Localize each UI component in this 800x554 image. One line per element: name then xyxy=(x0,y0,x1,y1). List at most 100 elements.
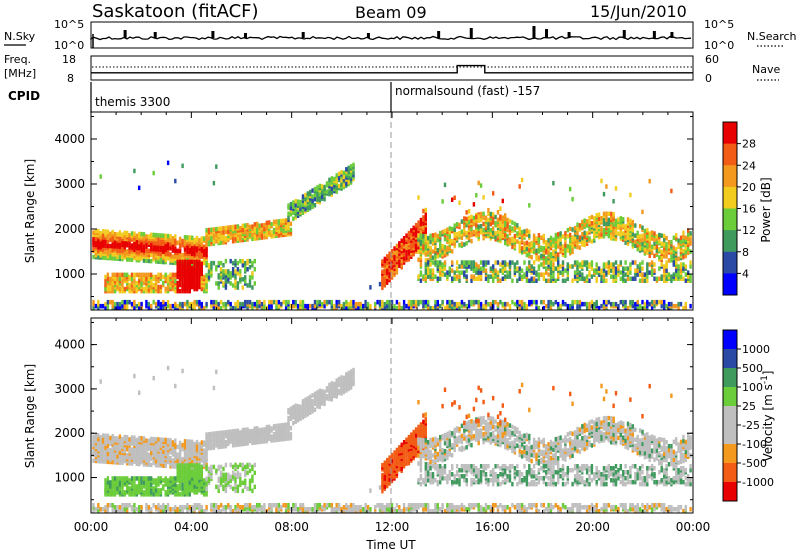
freq-panel-frame xyxy=(90,55,694,81)
power-cell xyxy=(123,272,126,278)
power-cell xyxy=(494,299,497,305)
power-cell xyxy=(390,271,394,276)
power-cell xyxy=(236,271,240,276)
power-cell xyxy=(530,299,533,305)
power-cell xyxy=(523,305,526,311)
power-cell xyxy=(422,208,425,214)
power-cell xyxy=(573,299,577,305)
velocity-cell xyxy=(205,464,208,470)
velocity-cell xyxy=(166,478,170,483)
velocity-cell xyxy=(181,463,184,468)
velocity-cell xyxy=(135,437,138,443)
velocity-cell xyxy=(154,505,158,510)
power-cell xyxy=(236,281,240,286)
power-cell xyxy=(424,212,427,218)
velocity-cell xyxy=(178,463,182,468)
power-cell xyxy=(467,233,471,239)
power-cell xyxy=(564,249,567,254)
power-cell xyxy=(104,282,107,288)
power-cell xyxy=(325,181,329,186)
power-cell xyxy=(549,278,553,283)
power-cell xyxy=(479,274,483,279)
colorbar-swatch xyxy=(723,143,737,166)
power-cell xyxy=(535,278,538,283)
power-cell xyxy=(569,232,572,238)
power-cell xyxy=(566,227,569,233)
power-cell xyxy=(610,236,613,241)
power-cell xyxy=(520,305,524,311)
power-cell xyxy=(349,164,353,169)
velocity-cell xyxy=(162,484,165,489)
power-cell xyxy=(506,217,509,223)
power-cell xyxy=(212,299,216,305)
date-label: 15/Jun/2010 xyxy=(590,2,687,21)
power-cell xyxy=(453,276,456,281)
power-cell xyxy=(92,230,95,235)
power-cell xyxy=(256,221,259,227)
power-cell xyxy=(398,259,401,264)
velocity-cell xyxy=(111,507,114,512)
power-cell xyxy=(212,233,216,238)
power-cell xyxy=(460,264,464,269)
power-cell xyxy=(576,299,579,305)
power-cell xyxy=(489,266,492,271)
power-cell xyxy=(501,198,504,204)
power-cell xyxy=(191,245,194,251)
power-cell xyxy=(559,249,562,254)
velocity-cell xyxy=(166,365,170,371)
power-cell xyxy=(174,260,177,266)
power-cell xyxy=(634,301,637,307)
power-cell xyxy=(641,266,644,271)
power-cell xyxy=(135,303,138,309)
power-cell xyxy=(193,280,196,286)
power-cell xyxy=(554,299,557,305)
power-cell xyxy=(492,220,495,225)
power-cell xyxy=(277,219,281,224)
power-cell xyxy=(679,268,683,273)
power-cell xyxy=(663,237,666,243)
power-cell xyxy=(374,301,377,307)
velocity-cell xyxy=(169,456,172,461)
power-cell xyxy=(145,252,148,257)
power-cell xyxy=(405,255,408,261)
power-cell xyxy=(607,260,610,265)
power-cell xyxy=(118,254,122,260)
power-cell xyxy=(154,259,158,264)
velocity-cell xyxy=(106,447,110,453)
power-cell xyxy=(588,278,591,283)
power-cell xyxy=(687,232,690,237)
power-cell xyxy=(499,230,502,236)
power-cell xyxy=(492,216,495,221)
power-cell xyxy=(118,230,122,235)
power-cell xyxy=(195,276,199,282)
power-cell xyxy=(479,224,483,229)
power-cell xyxy=(684,272,687,277)
power-cell xyxy=(203,305,206,311)
power-cell xyxy=(287,225,290,231)
velocity-cell xyxy=(183,463,187,468)
power-cell xyxy=(248,275,252,280)
velocity-cell xyxy=(135,453,138,459)
power-cell xyxy=(499,215,502,221)
power-cell xyxy=(504,216,507,221)
power-cell xyxy=(602,191,606,197)
power-cell xyxy=(682,238,685,244)
power-cell xyxy=(655,248,659,253)
power-cell xyxy=(648,253,651,258)
power-cell xyxy=(453,305,456,311)
freq-label-line1: Freq. xyxy=(4,53,31,66)
power-cell xyxy=(222,269,225,274)
power-cell xyxy=(667,240,671,245)
power-cell xyxy=(619,260,622,265)
power-cell xyxy=(631,242,634,247)
power-cell xyxy=(684,245,687,251)
velocity-cell xyxy=(215,468,218,474)
velocity-cell xyxy=(219,503,223,508)
power-cell xyxy=(205,242,208,247)
power-cell xyxy=(658,247,661,252)
power-cell xyxy=(443,244,447,250)
power-cell xyxy=(434,260,437,265)
power-cell xyxy=(99,303,102,309)
power-cell xyxy=(564,231,567,236)
power-cell xyxy=(419,270,423,275)
